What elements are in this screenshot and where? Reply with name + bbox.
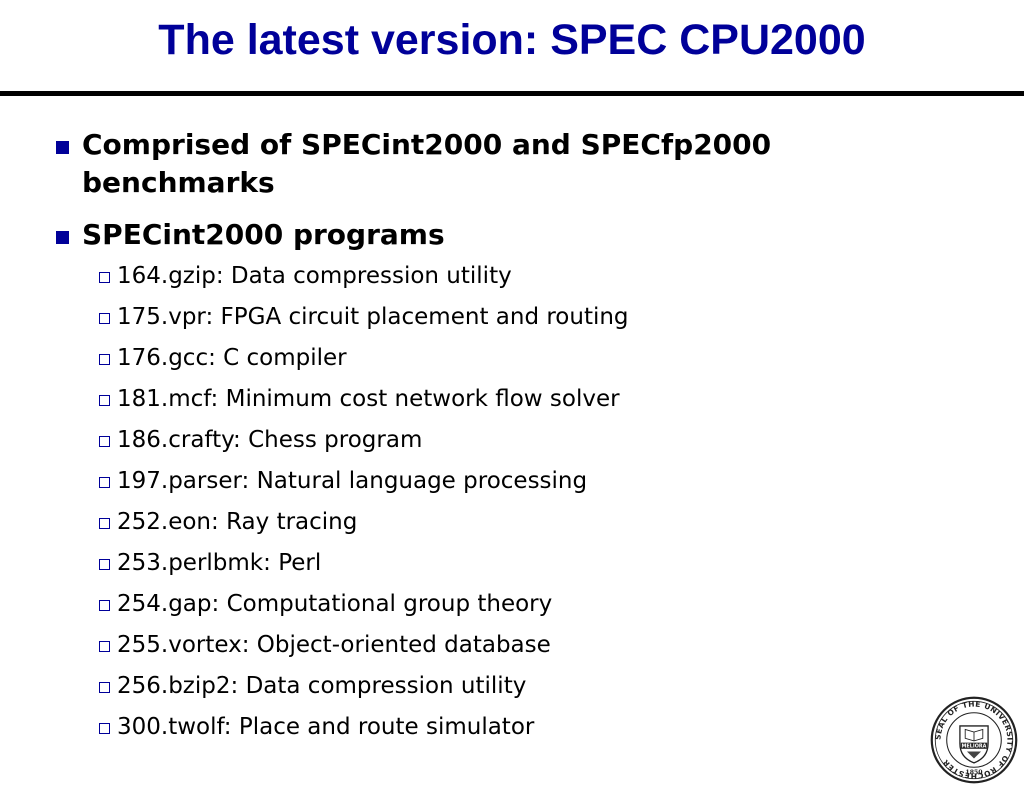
hollow-square-bullet-icon (99, 723, 110, 734)
list-item: 176.gcc: C compiler (56, 338, 926, 379)
list-item: 300.twolf: Place and route simulator (56, 707, 926, 748)
bullet-text: Comprised of SPECint2000 and SPECfp2000 … (82, 128, 772, 199)
hollow-square-bullet-icon (99, 477, 110, 488)
square-bullet-icon (56, 231, 69, 244)
item-text: 254.gap: Computational group theory (117, 591, 553, 617)
hollow-square-bullet-icon (99, 354, 110, 365)
list-item: 252.eon: Ray tracing (56, 502, 926, 543)
title-divider (0, 91, 1024, 96)
list-item: 186.crafty: Chess program (56, 420, 926, 461)
hollow-square-bullet-icon (99, 395, 110, 406)
square-bullet-icon (56, 141, 69, 154)
item-text: 181.mcf: Minimum cost network flow solve… (117, 386, 620, 412)
hollow-square-bullet-icon (99, 600, 110, 611)
hollow-square-bullet-icon (99, 559, 110, 570)
item-text: 253.perlbmk: Perl (117, 550, 322, 576)
list-item: 253.perlbmk: Perl (56, 543, 926, 584)
seal-year: 1850 (965, 769, 982, 776)
hollow-square-bullet-icon (99, 313, 110, 324)
hollow-square-bullet-icon (99, 682, 110, 693)
item-text: 256.bzip2: Data compression utility (117, 673, 527, 699)
seal-motto: MELIORA (962, 744, 987, 750)
hollow-square-bullet-icon (99, 272, 110, 283)
slide-title: The latest version: SPEC CPU2000 (158, 16, 866, 64)
hollow-square-bullet-icon (99, 641, 110, 652)
item-text: 252.eon: Ray tracing (117, 509, 358, 535)
list-item: 256.bzip2: Data compression utility (56, 666, 926, 707)
bullet-list: Comprised of SPECint2000 and SPECfp2000 … (56, 126, 926, 748)
university-seal-icon: SEAL OF THE UNIVERSITY OF ROCHESTER MELI… (930, 696, 1018, 784)
bullet-comprised: Comprised of SPECint2000 and SPECfp2000 … (56, 126, 926, 202)
list-item: 181.mcf: Minimum cost network flow solve… (56, 379, 926, 420)
item-text: 164.gzip: Data compression utility (117, 263, 512, 289)
list-item: 255.vortex: Object-oriented database (56, 625, 926, 666)
specint-program-list: 164.gzip: Data compression utility 175.v… (56, 256, 926, 748)
hollow-square-bullet-icon (99, 518, 110, 529)
item-text: 300.twolf: Place and route simulator (117, 714, 535, 740)
list-item: 197.parser: Natural language processing (56, 461, 926, 502)
bullet-specint-programs: SPECint2000 programs (56, 216, 926, 254)
bullet-text: SPECint2000 programs (82, 218, 445, 251)
list-item: 254.gap: Computational group theory (56, 584, 926, 625)
list-item: 164.gzip: Data compression utility (56, 256, 926, 297)
hollow-square-bullet-icon (99, 436, 110, 447)
item-text: 176.gcc: C compiler (117, 345, 347, 371)
item-text: 197.parser: Natural language processing (117, 468, 588, 494)
item-text: 175.vpr: FPGA circuit placement and rout… (117, 304, 629, 330)
item-text: 255.vortex: Object-oriented database (117, 632, 551, 658)
list-item: 175.vpr: FPGA circuit placement and rout… (56, 297, 926, 338)
item-text: 186.crafty: Chess program (117, 427, 423, 453)
